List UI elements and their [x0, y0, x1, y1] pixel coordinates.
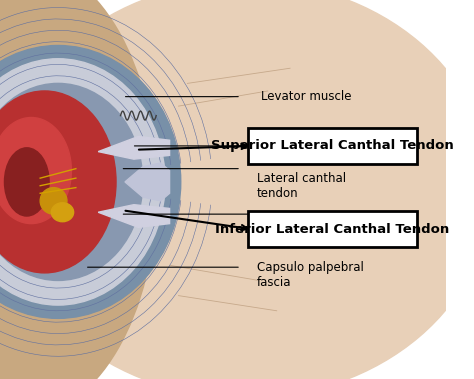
FancyBboxPatch shape — [248, 211, 417, 247]
Polygon shape — [98, 136, 170, 159]
Text: Lateral canthal
tendon: Lateral canthal tendon — [256, 172, 346, 200]
Ellipse shape — [0, 83, 143, 280]
Ellipse shape — [0, 117, 72, 224]
Ellipse shape — [0, 91, 116, 273]
Text: Superior Lateral Canthal Tendon: Superior Lateral Canthal Tendon — [211, 139, 454, 152]
Ellipse shape — [40, 188, 67, 214]
Polygon shape — [125, 163, 170, 201]
Polygon shape — [98, 205, 170, 227]
Ellipse shape — [51, 203, 73, 222]
Ellipse shape — [4, 148, 49, 216]
Ellipse shape — [0, 0, 156, 379]
FancyBboxPatch shape — [248, 128, 417, 164]
Ellipse shape — [0, 45, 181, 318]
Text: Inferior Lateral Canthal Tendon: Inferior Lateral Canthal Tendon — [215, 223, 450, 236]
Ellipse shape — [0, 59, 165, 305]
Text: Levator muscle: Levator muscle — [261, 90, 352, 103]
Text: Capsulo palpebral
fascia: Capsulo palpebral fascia — [256, 261, 364, 289]
